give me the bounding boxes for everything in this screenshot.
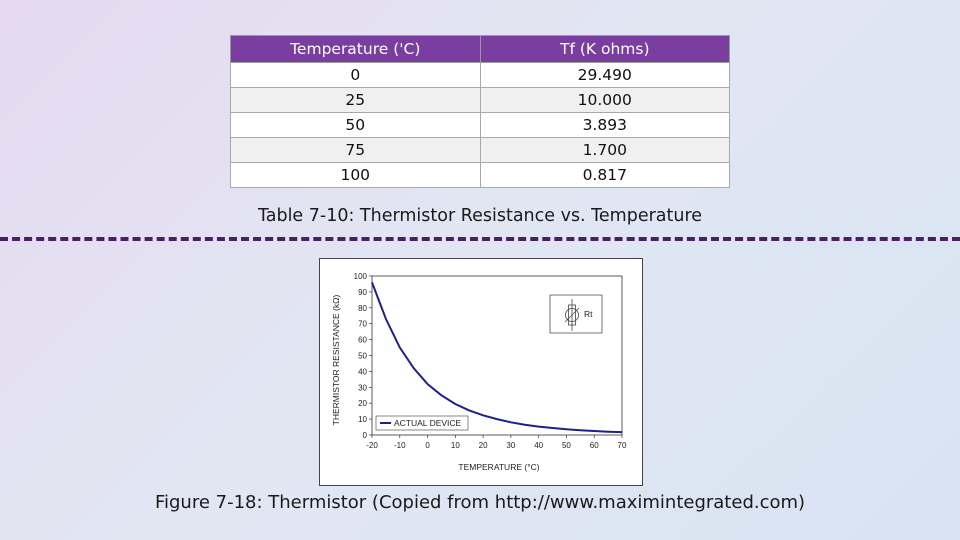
- table-row: 75 1.700: [230, 137, 730, 163]
- cell-resistance: 1.700: [479, 137, 730, 163]
- y-axis-ticks: 0 10 20 30 40 50 60 70 80 90 100: [354, 272, 372, 440]
- x-tick-label: 10: [451, 441, 460, 450]
- x-tick-label: 60: [590, 441, 599, 450]
- x-tick-label: 50: [562, 441, 571, 450]
- table-row: 100 0.817: [230, 162, 730, 188]
- figure-caption: Figure 7‑18: Thermistor (Copied from htt…: [154, 492, 806, 513]
- cell-temperature: 25: [230, 87, 481, 113]
- cell-resistance: 3.893: [479, 112, 730, 138]
- y-tick-label: 20: [358, 399, 367, 408]
- cell-temperature: 0: [230, 62, 481, 88]
- legend-box: [375, 415, 469, 431]
- table-row: 50 3.893: [230, 112, 730, 138]
- thermistor-chart: 0 10 20 30 40 50 60 70 80 90 100 -20 -10 0 10 20 30 40 50…: [331, 272, 627, 472]
- y-tick-label: 70: [358, 320, 367, 329]
- x-tick-label: -10: [394, 441, 406, 450]
- table-caption: Table 7-10: Thermistor Resistance vs. Te…: [257, 206, 703, 226]
- table-row: 25 10.000: [230, 87, 730, 113]
- y-tick-label: 50: [358, 352, 367, 361]
- cell-temperature: 100: [230, 162, 481, 188]
- cell-resistance: 0.817: [479, 162, 730, 188]
- cell-resistance: 29.490: [479, 62, 730, 88]
- y-axis-title: THERMISTOR RESISTANCE (kΩ): [331, 294, 341, 425]
- cell-temperature: 75: [230, 137, 481, 163]
- header-resistance: Tf (K ohms): [479, 35, 730, 63]
- header-temperature: Temperature ('C): [230, 35, 481, 63]
- x-axis-title: TEMPERATURE (°C): [458, 462, 539, 472]
- y-tick-label: 60: [358, 336, 367, 345]
- cell-temperature: 50: [230, 112, 481, 138]
- x-axis-ticks: -20 -10 0 10 20 30 40 50 60 70: [366, 435, 627, 450]
- y-tick-label: 100: [354, 272, 368, 281]
- dashed-divider: [0, 237, 960, 241]
- table-row: 0 29.490: [230, 62, 730, 88]
- legend: ACTUAL DEVICE: [375, 415, 469, 431]
- symbol-label: Rt: [584, 309, 593, 319]
- x-tick-label: 0: [425, 441, 430, 450]
- series-line-actual-device: [371, 282, 623, 434]
- y-tick-label: 90: [358, 288, 367, 297]
- cell-resistance: 10.000: [479, 87, 730, 113]
- x-tick-label: 40: [534, 441, 543, 450]
- y-tick-label: 80: [358, 304, 367, 313]
- y-tick-label: 30: [358, 383, 367, 392]
- table-header-row: Temperature ('C) Tf (K ohms): [230, 35, 730, 63]
- y-tick-label: 10: [358, 415, 367, 424]
- x-tick-label: -20: [366, 441, 378, 450]
- x-tick-label: 30: [506, 441, 515, 450]
- plot-frame: [371, 275, 623, 436]
- y-tick-label: 0: [363, 431, 368, 440]
- legend-label: ACTUAL DEVICE: [394, 418, 462, 428]
- y-tick-label: 40: [358, 367, 367, 376]
- x-tick-label: 20: [479, 441, 488, 450]
- x-tick-label: 70: [618, 441, 627, 450]
- thermistor-figure: 0 10 20 30 40 50 60 70 80 90 100 -20 -10 0 10 20 30 40 50…: [319, 258, 643, 486]
- thermistor-table: Temperature ('C) Tf (K ohms) 0 29.490 25…: [230, 35, 730, 188]
- thermistor-symbol-icon: Rt: [549, 294, 603, 334]
